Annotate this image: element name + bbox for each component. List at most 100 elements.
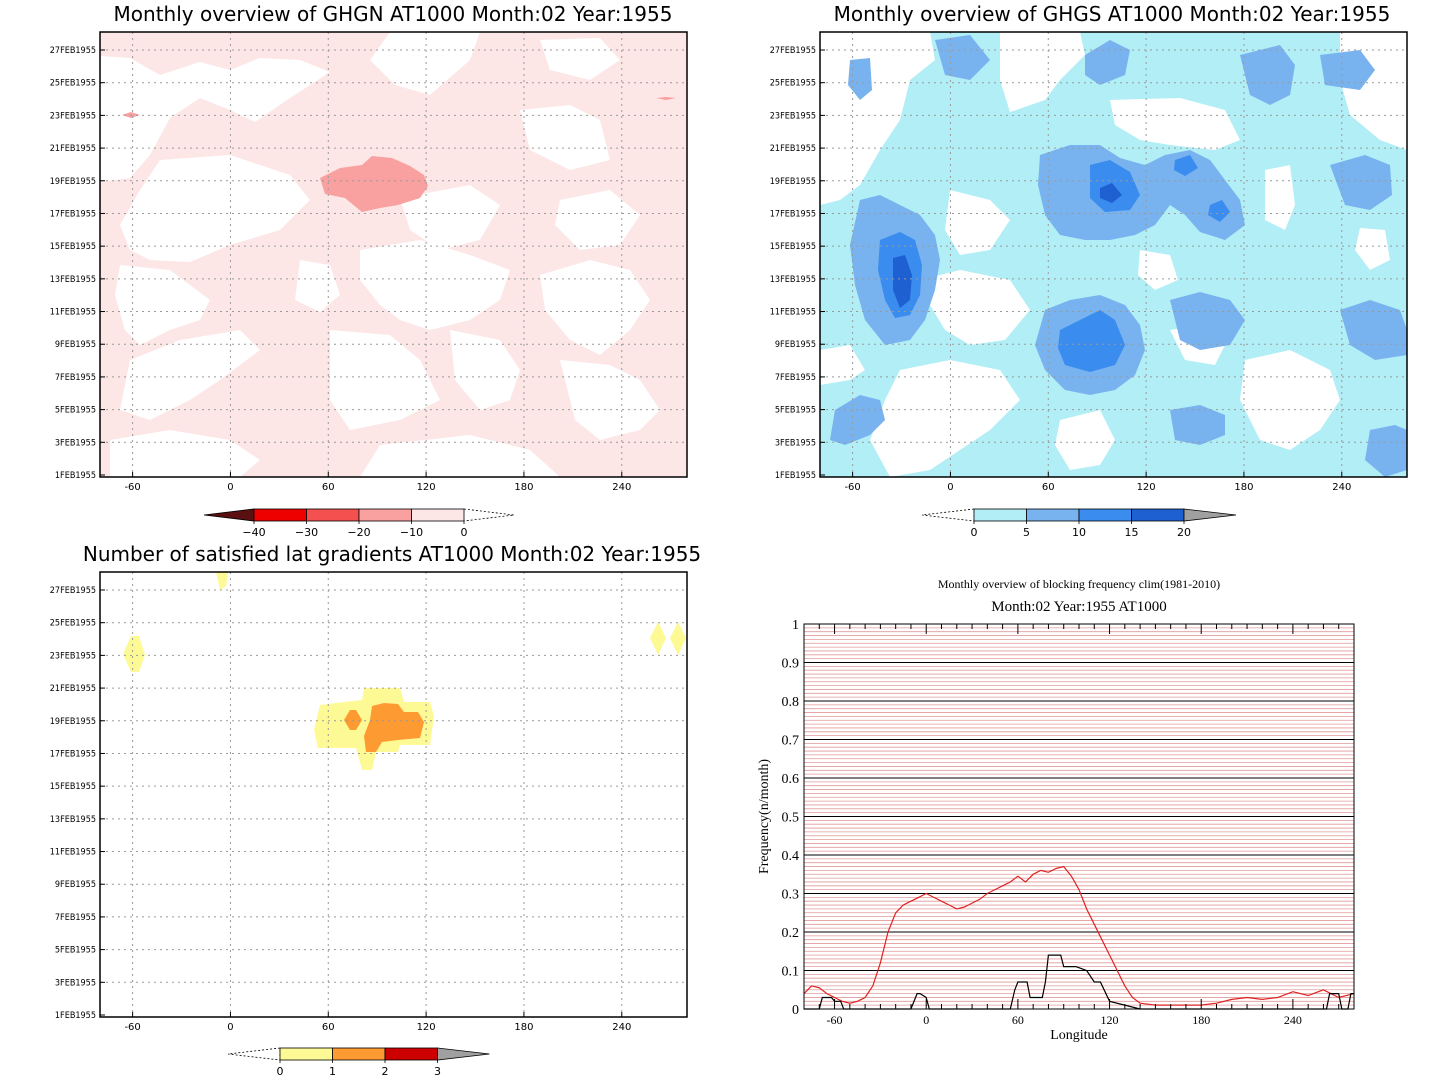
- ghgn-y-tick-label: 19FEB1955: [50, 177, 96, 187]
- freq-y-tick-label: 0.9: [782, 657, 800, 672]
- freq-x-tick-label: -60: [827, 1013, 843, 1027]
- ghgn-y-tick-label: 11FEB1955: [50, 308, 96, 318]
- lat-x-tick-label: 180: [514, 1022, 533, 1033]
- ghgs-white-patch: [1055, 410, 1115, 470]
- ghgn-y-tick-label: 17FEB1955: [50, 209, 96, 219]
- ghgn-x-tick-label: 180: [514, 482, 533, 493]
- ghgs-y-tick-label: 17FEB1955: [770, 209, 816, 219]
- ghgs-y-tick-label: 27FEB1955: [770, 46, 816, 56]
- lat-colorbar-segment: [384, 1047, 438, 1061]
- panel-ghgn: Monthly overview of GHGN AT1000 Month:02…: [50, 2, 688, 539]
- freq-y-tick-label: 1: [792, 618, 799, 633]
- ghgn-y-tick-label: 15FEB1955: [50, 242, 96, 252]
- ghgs-fill-5-10: [1320, 50, 1375, 90]
- ghgn-colorbar-high-triangle: [463, 508, 515, 522]
- ghgn-colorbar-label: −30: [295, 526, 318, 539]
- lat-frame: [99, 571, 688, 1018]
- lat-y-tick-label: 17FEB1955: [50, 749, 96, 759]
- ghgs-fill-5-10: [848, 58, 872, 100]
- panel-blocking-frequency: Monthly overview of blocking frequency c…: [757, 577, 1355, 1043]
- ghgn-y-tick-label: 3FEB1955: [55, 438, 96, 448]
- freq-y-tick-label: 0.3: [782, 888, 800, 903]
- ghgs-white-patch: [870, 360, 1020, 477]
- lat-colorbar-label: 1: [329, 1065, 336, 1078]
- lat-colorbar: 0 1 2 3: [227, 1047, 490, 1078]
- ghgs-fill-5-10: [1330, 155, 1392, 210]
- ghgs-contours: [820, 32, 1407, 477]
- ghgs-y-tick-label: 7FEB1955: [775, 373, 816, 383]
- ghgn-white-patch: [370, 32, 480, 95]
- ghgs-white-patch: [1140, 112, 1160, 132]
- ghgs-fill-10-15: [1208, 200, 1230, 222]
- ghgs-title: Monthly overview of GHGS AT1000 Month:02…: [834, 2, 1391, 26]
- lat-y-tick-label: 5FEB1955: [55, 946, 96, 956]
- lat-fill-1-2: [364, 703, 424, 752]
- ghgs-fill-5-10: [1170, 405, 1225, 445]
- lat-y-tick-label: 27FEB1955: [50, 586, 96, 596]
- ghgn-y-tick-label: 27FEB1955: [50, 46, 96, 56]
- ghgs-white-patch: [820, 32, 935, 205]
- ghgs-white-patch: [1110, 98, 1240, 150]
- ghgs-y-tick-label: 3FEB1955: [775, 438, 816, 448]
- freq-y-axis-label: Frequency(n/month): [757, 759, 772, 874]
- ghgs-colorbar-label: 10: [1072, 526, 1086, 539]
- ghgs-x-tick-label: 240: [1332, 482, 1351, 493]
- ghgn-white-patch: [520, 105, 610, 170]
- ghgs-fill-10-15: [1058, 310, 1125, 372]
- ghgs-colorbar-label: 15: [1125, 526, 1139, 539]
- ghgs-colorbar-label: 0: [971, 526, 978, 539]
- ghgs-y-tick-label: 25FEB1955: [770, 79, 816, 89]
- ghgn-colorbar-segment: [253, 508, 307, 522]
- ghgn-white-patch: [360, 240, 510, 330]
- ghgn-y-tick-label: 25FEB1955: [50, 79, 96, 89]
- ghgs-x-axis: -60 0 60 120 180 240: [844, 472, 1351, 493]
- lat-y-tick-label: 7FEB1955: [55, 913, 96, 923]
- ghgn-y-tick-label: 5FEB1955: [55, 406, 96, 416]
- ghgn-title: Monthly overview of GHGN AT1000 Month:02…: [114, 2, 673, 26]
- lat-x-tick-label: 120: [417, 1022, 436, 1033]
- ghgn-colorbar-segment: [411, 508, 465, 522]
- lat-fill-0-1: [216, 572, 228, 590]
- freq-y-tick-label: 0.6: [782, 772, 800, 787]
- ghgs-x-tick-label: 180: [1234, 482, 1253, 493]
- freq-y-tick-label: 0.4: [782, 849, 800, 864]
- ghgs-y-tick-label: 1FEB1955: [775, 471, 816, 481]
- ghgn-colorbar-low-triangle: [203, 508, 255, 522]
- lat-y-tick-label: 11FEB1955: [50, 848, 96, 858]
- lat-x-tick-label: 60: [322, 1022, 335, 1033]
- lat-y-tick-label: 21FEB1955: [50, 684, 96, 694]
- ghgn-white-patch: [120, 155, 310, 262]
- lat-x-axis: -60 0 60 120 180 240: [124, 1012, 631, 1033]
- lat-colorbar-low-triangle: [227, 1047, 281, 1061]
- ghgn-white-patch: [360, 435, 560, 477]
- ghgs-x-tick-label: 60: [1042, 482, 1055, 493]
- ghgs-y-tick-label: 21FEB1955: [770, 144, 816, 154]
- ghgn-colorbar: −40 −30 −20 −10 0: [203, 508, 515, 539]
- lat-x-tick-label: -60: [124, 1022, 140, 1033]
- lat-y-tick-label: 19FEB1955: [50, 717, 96, 727]
- ghgs-y-tick-label: 23FEB1955: [770, 111, 816, 121]
- ghgs-colorbar-high-triangle: [1183, 508, 1237, 522]
- freq-y-tick-label: 0.5: [782, 811, 800, 826]
- lat-colorbar-label: 0: [277, 1065, 284, 1078]
- ghgn-x-tick-label: 60: [322, 482, 335, 493]
- lat-y-tick-label: 23FEB1955: [50, 651, 96, 661]
- lat-contours: [123, 572, 686, 770]
- lat-y-tick-label: 1FEB1955: [55, 1011, 96, 1021]
- lat-colorbar-label: 3: [434, 1065, 441, 1078]
- ghgn-white-patch: [120, 330, 260, 420]
- ghgs-colorbar-label: 20: [1177, 526, 1191, 539]
- ghgs-fill-5-10: [1085, 40, 1130, 85]
- ghgs-fill-5-10: [1240, 45, 1295, 105]
- ghgn-x-axis: -60 0 60 120 180 240: [124, 472, 631, 493]
- ghgn-colorbar-segment: [306, 508, 360, 522]
- lat-fill-1-2: [344, 710, 362, 730]
- ghgn-frame: [99, 31, 688, 478]
- ghgs-frame: [819, 31, 1408, 478]
- freq-series: [803, 865, 1355, 1010]
- ghgs-fill-5-10: [1170, 292, 1245, 350]
- ghgs-colorbar-label: 5: [1023, 526, 1030, 539]
- ghgs-colorbar-segment: [1026, 508, 1080, 522]
- ghgs-white-patch: [945, 190, 1010, 255]
